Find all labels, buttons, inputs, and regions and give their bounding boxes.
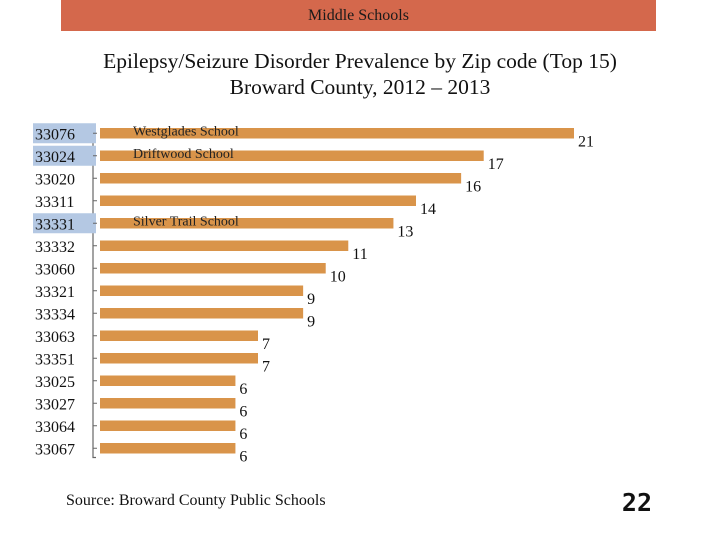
bar (100, 195, 416, 206)
category-label: 33064 (35, 419, 75, 436)
category-label: 33332 (35, 239, 75, 256)
chart-title-line2: Broward County, 2012 – 2013 (229, 75, 491, 99)
category-label: 33331 (35, 216, 75, 233)
data-label: 14 (420, 201, 436, 218)
data-label: 6 (239, 403, 247, 420)
source-note: Source: Broward County Public Schools (66, 492, 326, 509)
data-label: 11 (352, 246, 367, 263)
data-label: 6 (239, 381, 247, 398)
data-label: 17 (488, 156, 504, 173)
data-label: 13 (397, 223, 413, 240)
banner-label: Middle Schools (308, 6, 409, 24)
category-label: 33076 (35, 126, 75, 143)
chart-title: Epilepsy/Seizure Disorder Prevalence by … (0, 48, 720, 100)
data-label: 10 (330, 268, 346, 285)
bar (100, 443, 236, 454)
category-label: 33025 (35, 374, 75, 391)
bar (100, 398, 236, 409)
category-label: 33027 (35, 396, 75, 413)
category-label: 33024 (35, 149, 75, 166)
data-label: 21 (578, 133, 594, 150)
chart-title-line1: Epilepsy/Seizure Disorder Prevalence by … (103, 49, 617, 73)
school-annotation: Silver Trail School (133, 214, 239, 229)
bar (100, 330, 258, 341)
category-label: 33020 (35, 171, 75, 188)
bar (100, 420, 236, 431)
bar (100, 173, 462, 184)
section-banner: Middle Schools (61, 0, 656, 31)
category-label: 33334 (35, 306, 75, 323)
category-label: 33067 (35, 441, 75, 458)
category-label: 33060 (35, 261, 75, 278)
bar (100, 375, 236, 386)
category-label: 33351 (35, 351, 75, 368)
school-annotation: Westglades School (133, 124, 239, 139)
bar (100, 353, 258, 364)
category-highlight (33, 213, 96, 234)
school-annotation: Driftwood School (133, 147, 234, 162)
data-label: 9 (307, 313, 315, 330)
bar (100, 240, 349, 251)
category-label: 33321 (35, 284, 75, 301)
bar (100, 285, 304, 296)
bar (100, 128, 574, 139)
bar (100, 308, 304, 319)
data-label: 6 (239, 426, 247, 443)
data-label: 7 (262, 358, 270, 375)
data-label: 9 (307, 291, 315, 308)
slide-number: 22 (621, 488, 652, 517)
category-highlight (33, 145, 96, 166)
data-label: 7 (262, 336, 270, 353)
bar (100, 263, 326, 274)
data-label: 6 (239, 448, 247, 465)
data-label: 16 (465, 178, 481, 195)
bar (100, 218, 394, 229)
category-label: 33063 (35, 329, 75, 346)
category-highlight (33, 123, 96, 144)
bar (100, 150, 484, 161)
category-label: 33311 (35, 194, 74, 211)
